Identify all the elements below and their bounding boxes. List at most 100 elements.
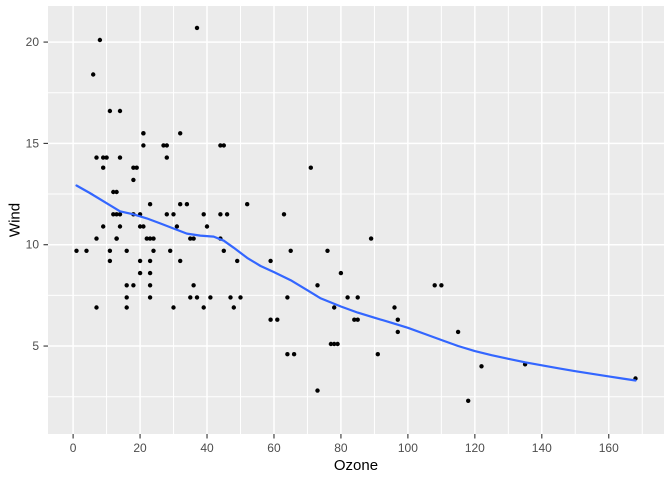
scatter-point bbox=[479, 364, 484, 369]
scatter-point bbox=[97, 37, 103, 43]
scatter-point bbox=[114, 236, 119, 241]
scatter-point bbox=[117, 108, 123, 114]
scatter-point bbox=[191, 283, 196, 288]
scatter-point bbox=[147, 295, 153, 300]
x-tick-label: 0 bbox=[70, 441, 77, 455]
scatter-point bbox=[281, 212, 287, 217]
scatter-point bbox=[137, 270, 143, 276]
scatter-point bbox=[218, 212, 223, 217]
scatter-point bbox=[308, 165, 313, 170]
scatter-point bbox=[228, 295, 233, 300]
scatter-point bbox=[161, 143, 166, 148]
scatter-point bbox=[328, 341, 334, 347]
scatter-point bbox=[111, 189, 116, 195]
scatter-point bbox=[315, 283, 320, 288]
scatter-point bbox=[114, 212, 119, 217]
scatter-point bbox=[194, 295, 200, 300]
scatter-point bbox=[114, 189, 119, 195]
scatter-point bbox=[131, 177, 136, 183]
scatter-point bbox=[188, 295, 193, 300]
loess-smooth-line bbox=[75, 184, 637, 382]
scatter-point bbox=[204, 224, 210, 229]
scatter-point bbox=[91, 72, 96, 77]
scatter-point bbox=[455, 329, 461, 335]
scatter-point bbox=[124, 295, 129, 300]
scatter-point bbox=[168, 248, 173, 253]
scatter-point bbox=[164, 212, 169, 217]
scatter-point bbox=[335, 341, 340, 347]
scatter-point bbox=[235, 258, 240, 264]
scatter-point bbox=[201, 305, 206, 310]
scatter-point bbox=[325, 248, 330, 253]
scatter-point bbox=[144, 236, 149, 241]
x-tick-label: 140 bbox=[532, 441, 552, 455]
scatter-point bbox=[291, 352, 297, 357]
x-tick-label: 40 bbox=[200, 441, 214, 455]
scatter-point bbox=[285, 352, 290, 357]
scatter-point bbox=[368, 236, 374, 241]
scatter-point bbox=[178, 258, 183, 264]
scatter-point bbox=[345, 295, 350, 300]
scatter-point bbox=[107, 258, 113, 264]
scatter-point bbox=[104, 155, 109, 160]
scatter-point bbox=[432, 283, 437, 288]
scatter-point bbox=[164, 155, 169, 160]
scatter-point bbox=[221, 143, 226, 148]
scatter-point bbox=[137, 258, 143, 264]
scatter-point bbox=[395, 317, 400, 322]
scatter-point bbox=[134, 165, 139, 170]
scatter-point bbox=[101, 165, 106, 170]
scatter-point bbox=[141, 224, 146, 229]
scatter-point bbox=[151, 236, 156, 241]
scatter-point bbox=[184, 202, 190, 207]
scatter-point bbox=[332, 341, 337, 347]
scatter-point bbox=[124, 283, 129, 288]
scatter-point bbox=[439, 283, 444, 288]
scatter-point bbox=[131, 283, 136, 288]
scatter-point bbox=[94, 155, 99, 160]
scatter-point bbox=[275, 317, 280, 322]
scatter-point bbox=[392, 305, 397, 310]
scatter-point bbox=[101, 224, 106, 229]
scatter-point bbox=[178, 202, 183, 207]
scatter-point bbox=[94, 236, 99, 241]
scatter-point bbox=[171, 305, 176, 310]
scatter-point bbox=[355, 317, 360, 322]
scatter-point bbox=[141, 143, 146, 148]
scatter-point bbox=[147, 270, 153, 276]
y-tick-label: 5 bbox=[32, 339, 39, 353]
scatter-point bbox=[194, 25, 200, 31]
y-tick-label: 20 bbox=[26, 35, 40, 49]
scatter-point bbox=[218, 143, 223, 148]
scatter-point bbox=[117, 212, 123, 217]
scatter-point bbox=[124, 248, 129, 253]
scatter-point bbox=[164, 143, 169, 148]
y-tick-label: 10 bbox=[26, 238, 40, 252]
x-tick-label: 160 bbox=[599, 441, 619, 455]
scatter-point bbox=[174, 224, 180, 229]
scatter-point bbox=[238, 295, 243, 300]
scatter-point bbox=[124, 305, 129, 310]
scatter-point bbox=[147, 202, 153, 207]
scatter-point bbox=[147, 283, 153, 288]
scatter-point bbox=[178, 131, 183, 136]
y-tick-label: 15 bbox=[26, 136, 40, 150]
scatter-point bbox=[201, 212, 206, 217]
scatter-point bbox=[466, 398, 471, 403]
scatter-point bbox=[171, 212, 176, 217]
scatter-point bbox=[231, 305, 236, 310]
scatter-point bbox=[285, 295, 290, 300]
scatter-point bbox=[208, 295, 213, 300]
scatter-point bbox=[245, 202, 250, 207]
scatter-point bbox=[74, 248, 79, 253]
scatter-point bbox=[338, 270, 344, 276]
x-axis-title: Ozone bbox=[333, 457, 379, 474]
scatter-point bbox=[332, 305, 337, 310]
scatter-point bbox=[355, 295, 360, 300]
scatter-point bbox=[395, 329, 400, 335]
scatter-point bbox=[268, 317, 273, 322]
scatter-point bbox=[107, 108, 113, 114]
scatter-point bbox=[131, 165, 136, 170]
scatter-point bbox=[151, 248, 156, 253]
